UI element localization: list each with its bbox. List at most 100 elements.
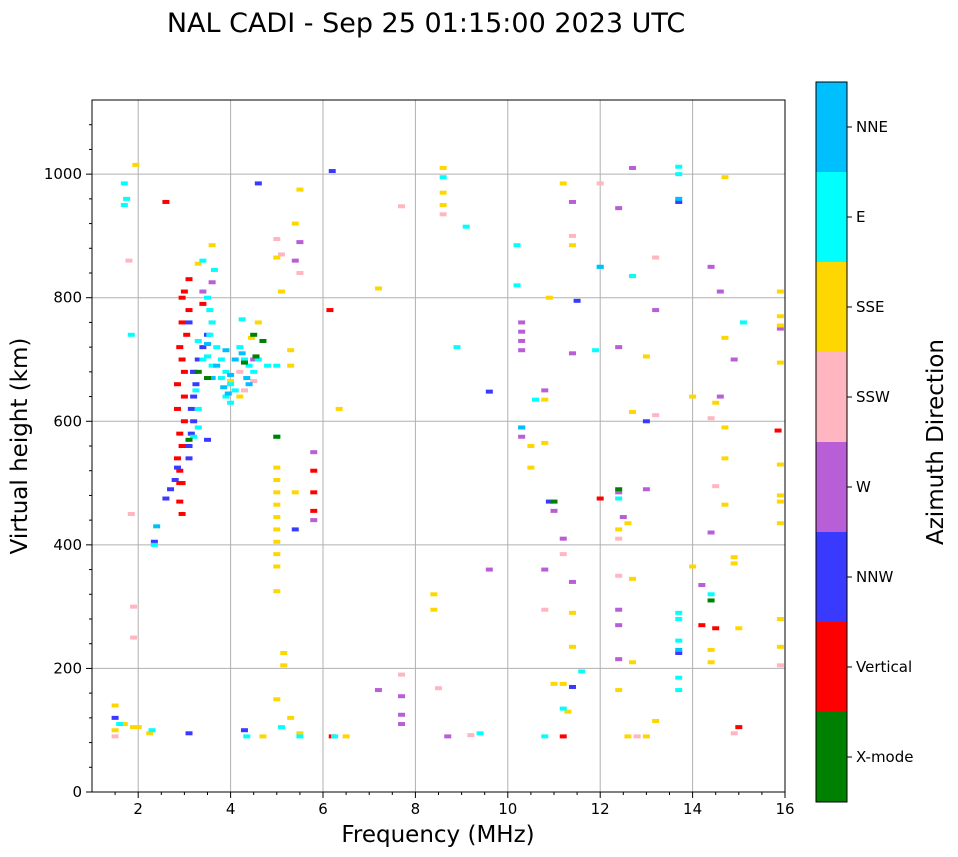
data-point bbox=[192, 388, 200, 393]
data-point bbox=[277, 252, 285, 257]
x-tick-label: 10 bbox=[498, 800, 517, 818]
data-point bbox=[541, 567, 549, 572]
data-point bbox=[173, 406, 181, 411]
data-point bbox=[120, 181, 128, 186]
data-point bbox=[180, 369, 188, 374]
data-point bbox=[545, 499, 553, 504]
data-point bbox=[199, 301, 207, 306]
data-point bbox=[675, 638, 683, 643]
data-point bbox=[675, 688, 683, 693]
data-point bbox=[374, 688, 382, 693]
data-point bbox=[568, 644, 576, 649]
data-point bbox=[541, 734, 549, 739]
data-point bbox=[287, 715, 295, 720]
data-point bbox=[111, 728, 119, 733]
data-point bbox=[513, 283, 521, 288]
colorbar-tick-label: Vertical bbox=[856, 658, 912, 676]
data-point bbox=[130, 604, 138, 609]
colorbar-tick-label: NNW bbox=[856, 568, 893, 586]
grid-lines bbox=[92, 100, 786, 793]
data-point bbox=[227, 400, 235, 405]
data-point bbox=[217, 376, 225, 381]
data-point bbox=[559, 681, 567, 686]
data-point bbox=[250, 369, 258, 374]
data-point bbox=[568, 199, 576, 204]
data-point bbox=[730, 561, 738, 566]
data-point bbox=[130, 725, 138, 730]
data-point bbox=[173, 456, 181, 461]
data-point bbox=[430, 592, 438, 597]
data-point bbox=[227, 379, 235, 384]
data-point bbox=[430, 607, 438, 612]
data-point bbox=[125, 258, 133, 263]
data-point bbox=[185, 437, 193, 442]
data-point bbox=[273, 465, 281, 470]
data-point bbox=[730, 555, 738, 560]
data-point bbox=[150, 539, 158, 544]
data-point bbox=[111, 734, 119, 739]
data-point bbox=[559, 706, 567, 711]
data-point bbox=[162, 496, 170, 501]
data-point bbox=[310, 468, 318, 473]
x-axis: 2 4 6 8 10 12 14 16 bbox=[114, 792, 795, 818]
data-point bbox=[485, 389, 493, 394]
data-point bbox=[652, 718, 660, 723]
data-point bbox=[273, 515, 281, 520]
data-point bbox=[287, 348, 295, 353]
data-point bbox=[527, 465, 535, 470]
data-point bbox=[596, 264, 604, 269]
data-point bbox=[250, 379, 258, 384]
data-point bbox=[453, 345, 461, 350]
data-point bbox=[398, 722, 406, 727]
data-point bbox=[231, 388, 239, 393]
data-point bbox=[162, 199, 170, 204]
data-point bbox=[712, 400, 720, 405]
data-marks bbox=[111, 162, 784, 739]
data-point bbox=[178, 295, 186, 300]
data-point bbox=[206, 308, 214, 313]
data-point bbox=[273, 527, 281, 532]
data-point bbox=[439, 190, 447, 195]
data-point bbox=[180, 289, 188, 294]
data-point bbox=[735, 626, 743, 631]
data-point bbox=[194, 425, 202, 430]
data-point bbox=[273, 255, 281, 260]
data-point bbox=[173, 382, 181, 387]
colorbar-tick-label: SSW bbox=[856, 388, 890, 406]
x-tick-label: 16 bbox=[775, 800, 794, 818]
data-point bbox=[518, 338, 526, 343]
data-point bbox=[296, 731, 304, 736]
data-point bbox=[776, 644, 784, 649]
data-point bbox=[277, 289, 285, 294]
data-point bbox=[462, 224, 470, 229]
data-point bbox=[206, 332, 214, 337]
data-point bbox=[185, 456, 193, 461]
data-point bbox=[277, 725, 285, 730]
data-point bbox=[204, 342, 211, 347]
data-point bbox=[243, 734, 251, 739]
data-point bbox=[716, 394, 724, 399]
data-point bbox=[187, 406, 195, 411]
data-point bbox=[150, 542, 158, 547]
data-point bbox=[273, 477, 281, 482]
data-point bbox=[291, 490, 299, 495]
data-point bbox=[224, 391, 232, 396]
data-point bbox=[675, 172, 683, 177]
data-point bbox=[204, 376, 211, 381]
data-point bbox=[707, 530, 715, 535]
data-point bbox=[550, 681, 558, 686]
data-point bbox=[273, 564, 281, 569]
data-point bbox=[398, 694, 406, 699]
data-point bbox=[194, 357, 202, 362]
data-point bbox=[615, 496, 623, 501]
data-point bbox=[240, 360, 248, 365]
data-point bbox=[185, 444, 193, 448]
data-point bbox=[245, 382, 253, 387]
data-point bbox=[190, 394, 198, 399]
data-point bbox=[707, 592, 715, 597]
data-point bbox=[541, 440, 549, 445]
data-point bbox=[296, 271, 304, 275]
data-point bbox=[485, 567, 493, 572]
colorbar-segment bbox=[816, 622, 847, 712]
data-point bbox=[518, 329, 526, 334]
